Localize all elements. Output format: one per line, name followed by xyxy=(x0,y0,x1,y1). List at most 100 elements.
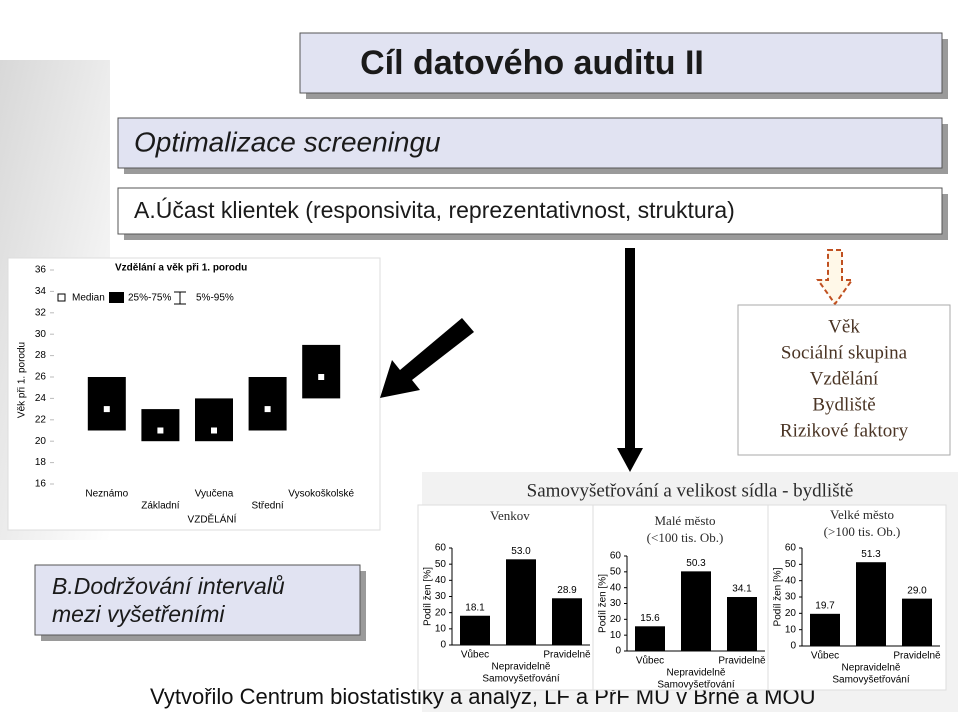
factor: Sociální skupina xyxy=(781,342,908,363)
y-tick-label: 28 xyxy=(35,350,47,361)
arrow xyxy=(380,318,474,398)
x-tick-label: Vyučena xyxy=(195,489,234,500)
median-marker xyxy=(157,427,164,434)
y-tick-label: 50 xyxy=(435,559,447,570)
chart-title: (>100 tis. Ob.) xyxy=(824,524,901,539)
x-axis-label: Samovyšetřování xyxy=(832,675,909,686)
y-tick-label: 30 xyxy=(785,592,797,603)
chart-title: (<100 tis. Ob.) xyxy=(647,530,724,545)
value-label: 29.0 xyxy=(907,585,927,596)
y-tick-label: 24 xyxy=(35,393,47,404)
bar xyxy=(460,615,490,645)
box xyxy=(248,377,287,431)
y-tick-label: 18 xyxy=(35,457,47,468)
section-b-box xyxy=(34,564,361,636)
section-b: B.Dodržování intervalů xyxy=(52,573,285,599)
value-label: 18.1 xyxy=(465,602,485,613)
y-axis-label: Podíl žen [%] xyxy=(773,567,784,626)
value-label: 19.7 xyxy=(815,600,835,611)
x-tick-label: Pravidelně xyxy=(543,650,591,661)
x-tick-label: Pravidelně xyxy=(893,651,941,662)
value-label: 34.1 xyxy=(732,584,752,595)
value-label: 28.9 xyxy=(557,585,577,596)
value-label: 51.3 xyxy=(861,549,881,560)
y-tick-label: 0 xyxy=(790,641,796,652)
section-b: mezi vyšetřeními xyxy=(52,601,225,627)
x-tick-label: Nepravidelně xyxy=(667,668,726,679)
median-marker xyxy=(264,406,271,413)
factor: Věk xyxy=(828,316,860,337)
x-tick-label: Vůbec xyxy=(811,650,839,662)
y-tick-label: 30 xyxy=(610,598,622,609)
x-axis-label: Samovyšetřování xyxy=(657,680,734,691)
y-axis-label: Věk při 1. porodu xyxy=(17,342,28,418)
chart-title: Velké město xyxy=(830,507,894,522)
section-a: A.Účast klientek (responsivita, reprezen… xyxy=(134,197,735,223)
x-axis-label: Samovyšetřování xyxy=(482,674,559,685)
y-axis-label: Podíl žen [%] xyxy=(423,567,434,626)
median-marker xyxy=(211,427,217,434)
value-label: 15.6 xyxy=(640,613,660,624)
box xyxy=(195,398,233,442)
y-tick-label: 50 xyxy=(785,559,797,570)
x-tick-label: Neznámo xyxy=(85,489,128,500)
chart-title: Malé město xyxy=(654,513,715,528)
y-tick-label: 10 xyxy=(785,624,797,635)
factor: Rizikové faktory xyxy=(780,420,909,441)
y-tick-label: 30 xyxy=(35,329,47,340)
subtitle-box xyxy=(117,117,943,169)
bar xyxy=(727,597,757,651)
y-axis-label: Podíl žen [%] xyxy=(598,574,609,633)
y-tick-label: 20 xyxy=(610,614,622,625)
x-tick-label: Střední xyxy=(251,501,283,512)
section-a-box xyxy=(117,187,943,235)
legend-label: 25%-75% xyxy=(128,293,171,304)
y-tick-label: 40 xyxy=(785,575,797,586)
y-tick-label: 60 xyxy=(610,551,622,562)
y-tick-label: 60 xyxy=(435,543,447,554)
y-tick-label: 20 xyxy=(785,608,797,619)
y-tick-label: 10 xyxy=(610,630,622,641)
y-tick-label: 10 xyxy=(435,623,447,634)
title: Cíl datového auditu II xyxy=(360,44,704,82)
y-tick-label: 34 xyxy=(35,286,47,297)
chart-title: Vzdělání a věk při 1. porodu xyxy=(115,263,247,274)
y-tick-label: 40 xyxy=(435,575,447,586)
median-marker xyxy=(318,374,325,380)
bar xyxy=(506,559,536,645)
x-tick-label: Vůbec xyxy=(636,655,664,667)
factor: Vzdělání xyxy=(810,368,879,389)
bar xyxy=(902,598,932,646)
y-tick-label: 36 xyxy=(35,265,47,276)
y-tick-label: 22 xyxy=(35,414,47,425)
x-tick-label: Nepravidelně xyxy=(492,662,551,673)
x-tick-label: Vůbec xyxy=(461,649,489,661)
legend-label: Median xyxy=(72,293,105,304)
subtitle: Optimalizace screeningu xyxy=(134,126,441,157)
title-box xyxy=(299,32,943,94)
factors-list: Věk Sociální skupina Vzdělání Bydliště Rizik… xyxy=(780,316,909,441)
x-tick-label: Vysokoškolské xyxy=(288,489,354,500)
value-label: 50.3 xyxy=(686,558,706,569)
arrow xyxy=(617,248,643,472)
box xyxy=(141,409,180,442)
y-tick-label: 30 xyxy=(435,591,447,602)
bar xyxy=(635,626,665,651)
box xyxy=(87,377,126,431)
y-tick-label: 26 xyxy=(35,372,47,383)
factor: Bydliště xyxy=(812,394,875,415)
y-tick-label: 16 xyxy=(35,479,47,490)
legend-label: 5%-95% xyxy=(196,293,234,304)
y-tick-label: 32 xyxy=(35,307,47,318)
y-tick-label: 40 xyxy=(610,582,622,593)
arrow xyxy=(816,249,854,306)
bar xyxy=(552,598,582,645)
y-tick-label: 0 xyxy=(615,646,621,657)
y-tick-label: 20 xyxy=(435,607,447,618)
bar xyxy=(681,571,711,651)
median-marker xyxy=(103,406,110,413)
legend-symbol xyxy=(109,292,124,303)
x-axis-label: VZDĚLÁNÍ xyxy=(188,513,237,526)
value-label: 53.0 xyxy=(511,546,531,557)
